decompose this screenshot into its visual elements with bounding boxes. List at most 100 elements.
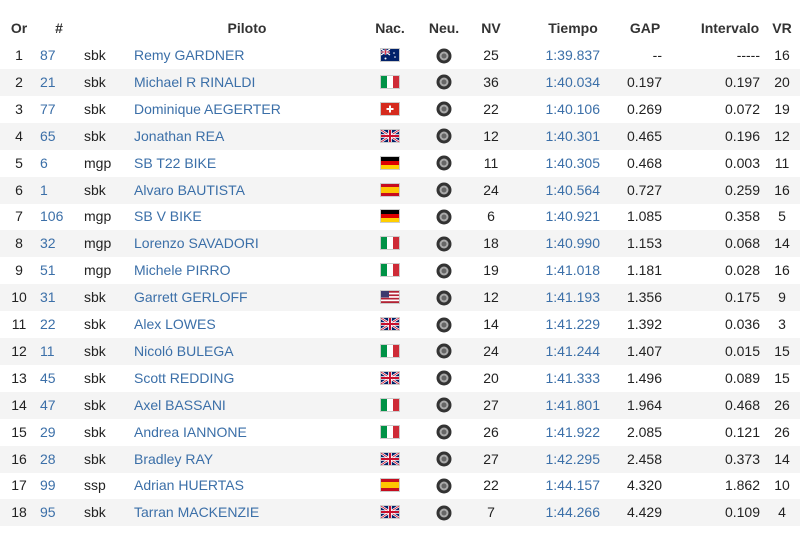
tire-icon xyxy=(436,343,452,359)
laps: 26 xyxy=(483,423,499,440)
rider-name[interactable]: Michael R RINALDI xyxy=(134,73,256,90)
position: 10 xyxy=(11,289,27,306)
tire-icon xyxy=(436,317,452,332)
flag xyxy=(380,263,400,278)
gap: 1.153 xyxy=(626,235,662,252)
rider-name[interactable]: Lorenzo SAVADORI xyxy=(134,235,259,252)
class: mgp xyxy=(84,235,112,252)
rider-number[interactable]: 28 xyxy=(40,450,56,467)
result-row: 2 21 sbk Michael R RINALDI 36 1:40.034 0.197 0.… xyxy=(0,68,800,96)
interval: 0.015 xyxy=(724,342,760,359)
rider-name[interactable]: Jonathan REA xyxy=(134,127,225,144)
rider-number[interactable]: 32 xyxy=(40,235,56,252)
rider-number[interactable]: 11 xyxy=(40,342,55,359)
rider-number[interactable]: 45 xyxy=(40,369,56,386)
rider-name[interactable]: Michele PIRRO xyxy=(134,262,231,279)
interval: 0.468 xyxy=(724,396,760,413)
laps: 14 xyxy=(483,316,499,332)
result-row: 1 87 sbk Remy GARDNER 25 1:39.837 -- ----- 16 xyxy=(0,42,800,69)
rider-name[interactable]: Axel BASSANI xyxy=(134,396,226,413)
interval: 0.175 xyxy=(724,289,760,306)
rider-name[interactable]: Tarran MACKENZIE xyxy=(134,504,260,521)
laps: 24 xyxy=(483,181,499,198)
laps: 12 xyxy=(483,289,499,306)
rider-number[interactable]: 47 xyxy=(40,396,56,413)
result-row: 12 11 sbk Nicoló BULEGA 24 1:41.244 1.407 0.015… xyxy=(0,337,800,365)
interval: 0.109 xyxy=(724,504,760,521)
position: 14 xyxy=(11,396,27,413)
header-cell: VR xyxy=(772,20,792,36)
result-row: 17 99 ssp Adrian HUERTAS 22 1:44.157 4.320 1.86… xyxy=(0,472,800,499)
lap-time[interactable]: 1:42.295 xyxy=(545,450,601,467)
rider-number[interactable]: 29 xyxy=(40,423,56,440)
rider-number[interactable]: 106 xyxy=(40,208,64,225)
lap-time[interactable]: 1:40.921 xyxy=(545,208,601,225)
result-row: 16 28 sbk Bradley RAY 27 1:42.295 2.458 0.373 14 xyxy=(0,445,800,473)
laps: 12 xyxy=(483,127,499,144)
lap-time[interactable]: 1:40.305 xyxy=(545,154,601,171)
rider-name[interactable]: Bradley RAY xyxy=(134,450,214,467)
rider-name[interactable]: SB V BIKE xyxy=(134,208,202,225)
rider-name[interactable]: Remy GARDNER xyxy=(134,47,245,63)
lap-time[interactable]: 1:41.333 xyxy=(545,369,601,386)
rider-number[interactable]: 51 xyxy=(40,262,56,279)
rider-number[interactable]: 1 xyxy=(40,181,48,198)
gap: 1.496 xyxy=(626,369,662,386)
rider-name[interactable]: Nicoló BULEGA xyxy=(134,342,234,359)
header-cell: NV xyxy=(481,20,501,36)
rider-name[interactable]: Garrett GERLOFF xyxy=(134,289,248,306)
rider-number[interactable]: 65 xyxy=(40,127,56,144)
flag xyxy=(380,343,400,358)
rider-number[interactable]: 6 xyxy=(40,154,48,171)
header-cell: # xyxy=(55,20,63,36)
rider-number[interactable]: 99 xyxy=(40,477,56,494)
laps: 20 xyxy=(483,369,499,386)
rider-name[interactable]: Andrea IANNONE xyxy=(134,423,247,440)
lap-time[interactable]: 1:41.229 xyxy=(545,316,601,332)
lap-time[interactable]: 1:40.034 xyxy=(545,73,601,90)
tire-icon xyxy=(436,290,452,306)
lap-time[interactable]: 1:39.837 xyxy=(545,47,601,63)
position: 11 xyxy=(11,316,27,332)
rider-number[interactable]: 21 xyxy=(40,73,56,90)
lap-time[interactable]: 1:40.301 xyxy=(545,127,601,144)
gap: 1.356 xyxy=(626,289,662,306)
lap-time[interactable]: 1:40.106 xyxy=(545,100,601,117)
rider-name[interactable]: Alex LOWES xyxy=(134,316,216,332)
rider-number[interactable]: 77 xyxy=(40,100,56,117)
vr: 20 xyxy=(774,73,790,90)
flag xyxy=(380,74,400,89)
rider-name[interactable]: Dominique AEGERTER xyxy=(134,100,281,117)
position: 3 xyxy=(15,100,23,117)
lap-time[interactable]: 1:41.193 xyxy=(545,289,601,306)
lap-time[interactable]: 1:41.801 xyxy=(545,396,601,413)
rider-name[interactable]: Scott REDDING xyxy=(134,369,235,386)
rider-number[interactable]: 31 xyxy=(40,289,56,306)
result-row: 13 45 sbk Scott REDDING 20 1:41.333 1.496 0.089… xyxy=(0,365,800,392)
rider-number[interactable]: 87 xyxy=(40,47,56,63)
header-cell: GAP xyxy=(629,20,661,36)
tire-icon xyxy=(436,128,452,144)
flag xyxy=(380,236,400,251)
flag xyxy=(380,155,400,170)
lap-time[interactable]: 1:41.244 xyxy=(545,342,601,359)
laps: 25 xyxy=(483,47,499,63)
result-row: 11 22 sbk Alex LOWES 14 1:41.229 1.392 0.036 3 xyxy=(0,311,800,338)
header-cell: Tiempo xyxy=(548,20,598,36)
lap-time[interactable]: 1:40.564 xyxy=(545,181,601,198)
lap-time[interactable]: 1:41.018 xyxy=(545,262,601,279)
lap-time[interactable]: 1:44.266 xyxy=(545,504,601,521)
lap-time[interactable]: 1:44.157 xyxy=(545,477,601,494)
rider-number[interactable]: 95 xyxy=(40,504,56,521)
header-cell: Piloto xyxy=(227,20,267,36)
class: sbk xyxy=(84,342,106,359)
rider-name[interactable]: Adrian HUERTAS xyxy=(134,477,244,494)
rider-name[interactable]: Alvaro BAUTISTA xyxy=(134,181,245,198)
lap-time[interactable]: 1:40.990 xyxy=(545,235,601,252)
rider-name[interactable]: SB T22 BIKE xyxy=(134,154,217,171)
vr: 5 xyxy=(778,208,786,225)
rider-number[interactable]: 22 xyxy=(40,316,56,332)
tire-icon xyxy=(436,155,452,171)
lap-time[interactable]: 1:41.922 xyxy=(545,423,601,440)
interval: 0.197 xyxy=(724,73,760,90)
